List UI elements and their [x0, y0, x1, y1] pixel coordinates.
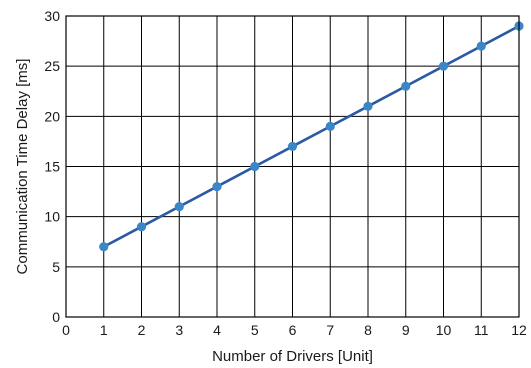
y-tick-label: 30 [44, 8, 60, 24]
y-tick-label: 15 [44, 159, 60, 175]
y-tick-label: 25 [44, 58, 60, 74]
data-point [250, 161, 260, 172]
x-tick-label: 8 [364, 322, 372, 338]
data-point [174, 202, 184, 212]
x-axis-title: Number of Drivers [Unit] [212, 348, 373, 365]
plot-border [65, 15, 520, 318]
x-tick-label: 3 [175, 322, 183, 338]
data-point [438, 61, 449, 71]
x-tick-label: 9 [402, 322, 410, 338]
data-point [99, 242, 109, 252]
data-point [212, 181, 222, 192]
x-tick-label: 2 [138, 322, 146, 338]
x-tick-label: 12 [511, 322, 527, 338]
x-tick-label: 1 [100, 322, 108, 338]
x-tick-labels: 0 1 2 3 4 5 6 7 8 9 10 11 12 [62, 322, 527, 338]
y-tick-label: 20 [44, 108, 60, 124]
data-point [325, 121, 335, 131]
data-point [363, 101, 373, 111]
y-tick-label: 0 [52, 309, 60, 325]
y-tick-labels: 0 5 10 15 20 25 30 [44, 8, 60, 325]
y-axis-title: Communication Time Delay [ms] [14, 59, 31, 275]
x-tick-label: 5 [251, 322, 259, 338]
data-point [136, 222, 147, 232]
series-line [102, 24, 521, 249]
data-point [287, 141, 298, 152]
x-tick-label: 10 [436, 322, 452, 338]
x-tick-label: 11 [474, 322, 489, 338]
x-tick-label: 0 [62, 322, 70, 338]
data-point [401, 81, 411, 91]
x-tick-label: 7 [326, 322, 334, 338]
y-tick-label: 10 [44, 209, 60, 225]
y-tick-label: 5 [52, 259, 60, 275]
x-tick-label: 4 [213, 322, 221, 338]
data-series [99, 21, 524, 252]
x-tick-label: 6 [289, 322, 297, 338]
data-point [476, 41, 486, 51]
